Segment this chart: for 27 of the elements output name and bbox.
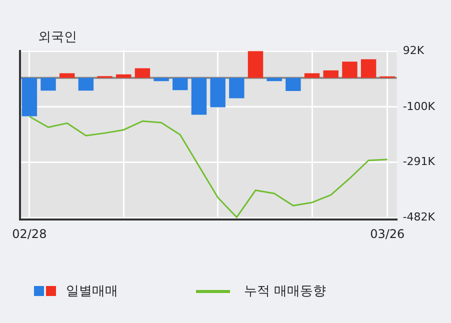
bar — [342, 62, 358, 78]
bar — [248, 51, 264, 78]
y-tick-label: -100K — [402, 100, 436, 113]
bar — [229, 78, 244, 98]
bar — [22, 78, 38, 116]
bar — [59, 73, 75, 78]
bar — [116, 74, 132, 78]
y-tick-label: 92K — [402, 44, 425, 58]
bar — [266, 78, 282, 82]
bar — [191, 78, 207, 115]
bar — [134, 68, 150, 78]
legend-label: 누적 매매동향 — [244, 283, 326, 300]
bar — [304, 73, 320, 78]
bar — [286, 78, 301, 91]
x-tick-label: 02/28 — [12, 226, 47, 241]
bar — [210, 78, 226, 108]
bar — [172, 78, 188, 90]
bar — [323, 70, 338, 78]
chart-title: 외국인 — [38, 29, 77, 46]
y-tick-label: -482K — [402, 210, 436, 224]
bar — [154, 78, 169, 82]
legend-label: 일별매매 — [66, 283, 118, 300]
bar — [360, 59, 376, 78]
y-tick-label: -291K — [402, 155, 436, 168]
x-tick-label: 03/26 — [370, 226, 405, 241]
bar — [40, 78, 56, 91]
bar — [78, 78, 94, 91]
